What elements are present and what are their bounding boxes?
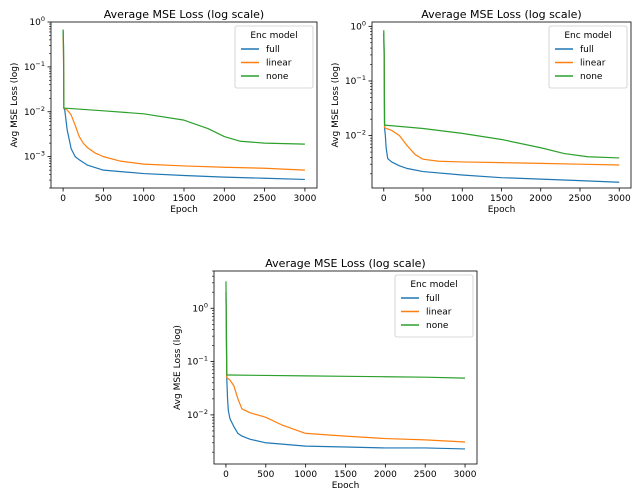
x-tick-label: 2000 [213, 194, 236, 204]
y-tick-label: 100 [192, 301, 208, 314]
legend-label-full: full [266, 45, 280, 55]
y-tick-base: 10 [24, 108, 36, 118]
x-axis-label: Epoch [170, 205, 198, 215]
y-tick-exponent: −2 [198, 408, 208, 416]
x-tick-label: 0 [381, 194, 387, 204]
x-tick-label: 0 [60, 194, 66, 204]
x-tick-label: 1500 [173, 194, 196, 204]
y-tick-exponent: 0 [41, 15, 45, 23]
y-tick-exponent: −1 [198, 355, 208, 363]
legend: Enc model full linear none [394, 274, 474, 338]
series-line-full [383, 33, 620, 183]
y-tick-exponent: −2 [35, 105, 45, 113]
legend-label-none: none [426, 321, 449, 331]
legend: Enc model full linear none [548, 25, 628, 89]
x-tick-label: 2000 [374, 470, 397, 480]
y-tick-base: 10 [345, 132, 357, 142]
x-tick-label: 2500 [253, 194, 276, 204]
x-tick-label: 0 [223, 470, 229, 480]
legend-title: Enc model [410, 280, 457, 290]
y-tick-base: 10 [187, 411, 199, 421]
x-tick-label: 3000 [608, 194, 631, 204]
y-tick-label: 100 [350, 19, 366, 32]
x-tick-label: 1500 [334, 470, 357, 480]
legend: Enc model full linear none [234, 25, 314, 89]
chart-title: Average MSE Loss (log scale) [265, 257, 425, 270]
series-line-linear [383, 38, 620, 166]
series-line-linear [62, 35, 305, 171]
x-axis-label: Epoch [332, 481, 360, 488]
y-tick-label: 10−1 [187, 355, 208, 368]
y-tick-base: 10 [24, 153, 36, 163]
y-tick-label: 100 [29, 15, 45, 28]
y-tick-base: 10 [24, 63, 36, 73]
x-tick-label: 1500 [490, 194, 513, 204]
chart-title: Average MSE Loss (log scale) [104, 8, 264, 21]
legend-title: Enc model [564, 31, 611, 41]
x-axis-label: Epoch [488, 205, 516, 215]
x-tick-label: 500 [414, 194, 431, 204]
y-tick-base: 10 [187, 358, 199, 368]
x-tick-label: 2000 [529, 194, 552, 204]
legend-label-full: full [426, 294, 440, 304]
series-line-full [225, 292, 466, 450]
series-line-none [383, 30, 620, 159]
legend-label-none: none [266, 72, 289, 82]
legend-label-none: none [580, 72, 603, 82]
legend-title: Enc model [250, 31, 297, 41]
y-tick-exponent: 0 [204, 301, 208, 309]
y-tick-base: 10 [29, 18, 41, 28]
y-axis-label: Avg MSE Loss (log) [173, 325, 183, 410]
legend-box [234, 25, 314, 89]
y-tick-exponent: −1 [356, 74, 366, 82]
y-tick-exponent: 0 [362, 19, 366, 27]
y-tick-base: 10 [350, 22, 362, 32]
y-tick-label: 10−1 [24, 60, 45, 73]
y-tick-label: 10−1 [345, 74, 366, 87]
x-tick-label: 1000 [132, 194, 155, 204]
x-tick-label: 1000 [451, 194, 474, 204]
x-tick-label: 2500 [569, 194, 592, 204]
legend-label-linear: linear [426, 308, 452, 318]
y-tick-label: 10−2 [187, 408, 208, 421]
x-tick-label: 3000 [454, 470, 477, 480]
legend-label-full: full [580, 45, 594, 55]
x-tick-label: 500 [257, 470, 274, 480]
y-axis-label: Avg MSE Loss (log) [10, 63, 20, 148]
x-tick-label: 3000 [293, 194, 316, 204]
legend-box [394, 274, 474, 338]
chart-2: 0 500 1000 1500 2000 2500 300010−210−1100Avera… [331, 8, 632, 215]
y-tick-label: 10−2 [24, 105, 45, 118]
y-tick-base: 10 [192, 304, 204, 314]
y-tick-base: 10 [345, 77, 357, 87]
y-tick-label: 10−2 [345, 129, 366, 142]
chart-title: Average MSE Loss (log scale) [421, 8, 581, 21]
series-line-linear [225, 297, 466, 443]
y-tick-exponent: −3 [35, 150, 45, 158]
legend-box [548, 25, 628, 89]
series-line-none [62, 29, 305, 145]
legend-label-linear: linear [266, 59, 292, 69]
y-tick-exponent: −1 [35, 60, 45, 68]
series-line-none [225, 281, 466, 379]
y-tick-label: 10−3 [24, 150, 45, 163]
x-tick-label: 500 [95, 194, 112, 204]
y-tick-exponent: −2 [356, 129, 366, 137]
y-axis-label: Avg MSE Loss (log) [331, 63, 341, 148]
x-tick-label: 1000 [294, 470, 317, 480]
legend-label-linear: linear [580, 59, 606, 69]
chart-3: 0 500 1000 1500 2000 2500 300010−210−1100Avera… [173, 257, 478, 488]
x-tick-label: 2500 [414, 470, 437, 480]
